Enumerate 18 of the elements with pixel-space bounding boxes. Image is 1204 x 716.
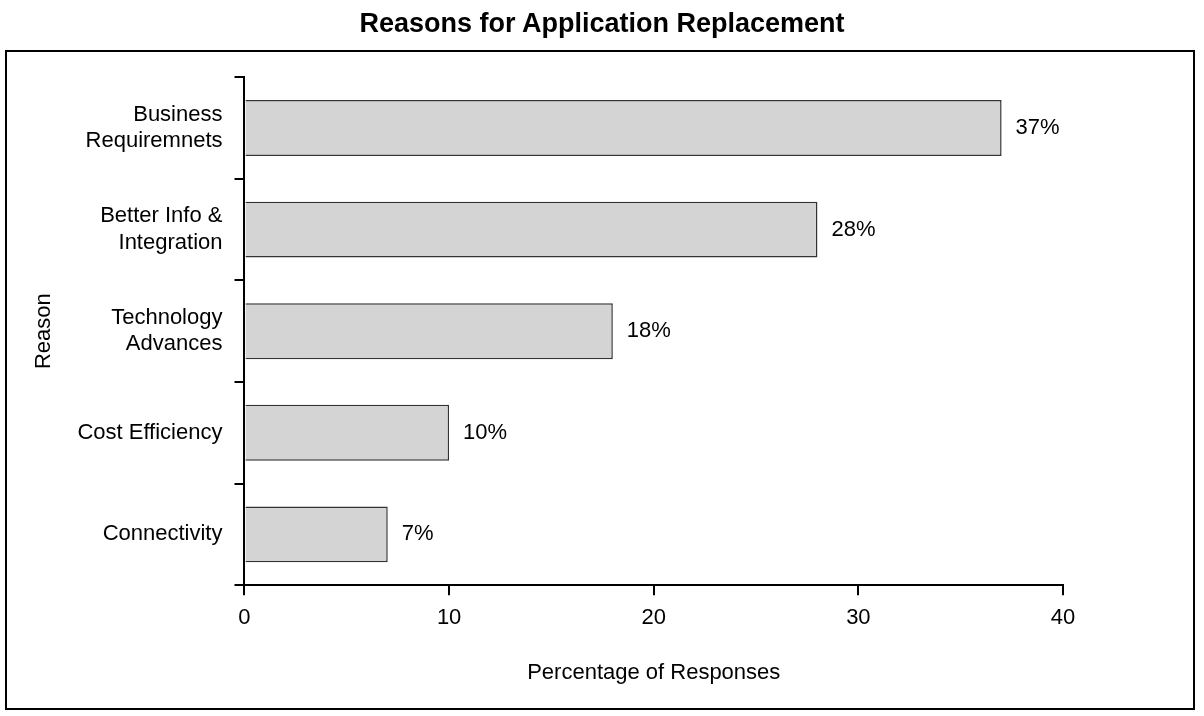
chart-title: Reasons for Application Replacement: [358, 8, 846, 39]
x-tick-label: 20: [641, 604, 666, 630]
y-axis-title: Reason: [30, 293, 56, 370]
data-label: 18%: [626, 317, 671, 343]
x-tick-label: 40: [1050, 604, 1076, 630]
x-tick-label: 10: [436, 604, 462, 630]
data-label: 7%: [401, 520, 434, 546]
data-label: 10%: [463, 418, 508, 444]
x-tick-label: 0: [238, 604, 251, 630]
data-label: 37%: [1015, 114, 1060, 140]
data-label: 28%: [831, 215, 876, 241]
y-tick-label: Business Requiremnets: [85, 100, 223, 153]
y-tick-label: Technology Advances: [111, 304, 223, 356]
y-tick-label: Connectivity: [102, 520, 223, 546]
x-axis-title: Percentage of Responses: [527, 658, 781, 684]
y-tick-label: Cost Efficiency: [77, 418, 223, 444]
y-tick-label: Better Info & Integration: [100, 202, 223, 254]
x-tick-label: 30: [846, 604, 871, 630]
